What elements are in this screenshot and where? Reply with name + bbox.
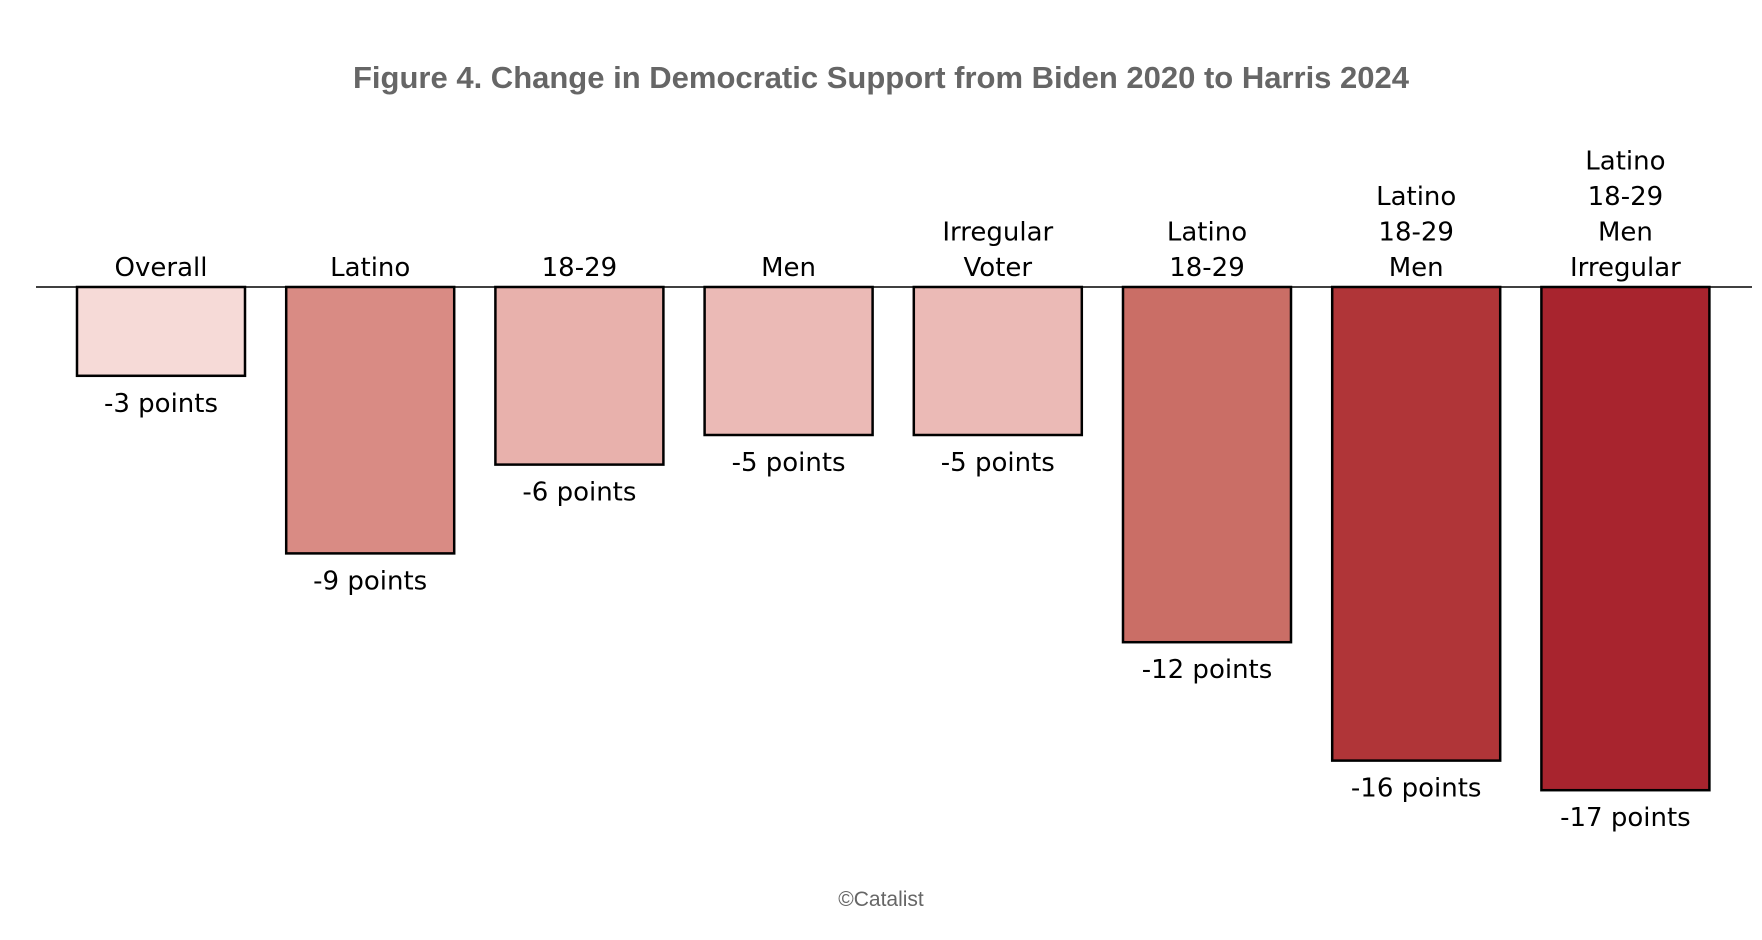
value-label: -12 points bbox=[1142, 655, 1273, 685]
category-label: 18-29 bbox=[1588, 182, 1664, 212]
category-label: Latino bbox=[1167, 218, 1247, 248]
value-label: -3 points bbox=[104, 389, 218, 419]
value-label: -16 points bbox=[1351, 774, 1482, 804]
category-label: 18-29 bbox=[542, 253, 618, 283]
value-label: -5 points bbox=[941, 448, 1055, 478]
category-label: Latino bbox=[330, 253, 410, 283]
value-label: -5 points bbox=[732, 448, 846, 478]
category-label: 18-29 bbox=[1378, 218, 1454, 248]
category-label: Latino bbox=[1376, 182, 1456, 212]
bar bbox=[284, 285, 456, 555]
bars-layer bbox=[75, 285, 1711, 792]
bar bbox=[75, 285, 247, 378]
value-label: -17 points bbox=[1560, 803, 1691, 833]
bar bbox=[494, 285, 665, 466]
chart-title: Figure 4. Change in Democratic Support f… bbox=[353, 60, 1409, 95]
bar bbox=[1330, 285, 1502, 762]
category-label: Overall bbox=[115, 253, 208, 283]
bar bbox=[912, 285, 1084, 437]
category-label: Men bbox=[761, 253, 816, 283]
category-label: 18-29 bbox=[1169, 253, 1245, 283]
category-label: Men bbox=[1389, 253, 1444, 283]
value-label: -6 points bbox=[522, 478, 636, 508]
category-label: Voter bbox=[964, 253, 1033, 283]
value-label: -9 points bbox=[313, 566, 427, 596]
bar bbox=[1540, 285, 1711, 792]
category-label: Irregular bbox=[1570, 253, 1681, 283]
source-credit: ©Catalist bbox=[838, 888, 924, 911]
category-label: Men bbox=[1598, 218, 1653, 248]
bar bbox=[1121, 285, 1293, 644]
labels-layer: -3 points Overall -9 points Latino -6 points… bbox=[104, 147, 1691, 834]
category-label: Irregular bbox=[942, 218, 1053, 248]
bar bbox=[703, 285, 874, 437]
category-label: Latino bbox=[1585, 147, 1665, 177]
